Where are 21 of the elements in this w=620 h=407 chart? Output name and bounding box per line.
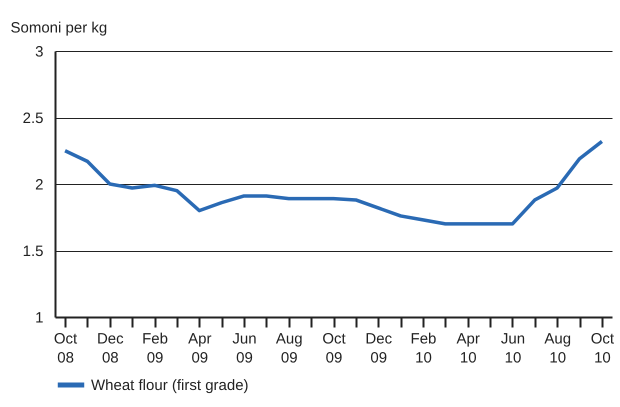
x-tick-label: Oct 08 [54, 330, 78, 366]
y-tick-label: 1.5 [22, 243, 44, 260]
x-tick-label: Aug 10 [544, 330, 572, 366]
line-series [63, 140, 604, 226]
y-tick-label: 3 [35, 44, 44, 60]
x-tick-label: Feb 10 [410, 330, 436, 366]
x-tick-label: Aug 09 [276, 330, 303, 366]
x-tick-label: Oct 10 [590, 330, 615, 366]
x-tick-label: Apr 09 [188, 330, 212, 366]
x-tick-label: Dec 09 [365, 330, 393, 366]
x-tick-label: Oct 09 [322, 330, 346, 366]
x-tick-label: Jun 10 [500, 330, 526, 366]
x-tick-label: Dec 08 [96, 330, 124, 366]
y-axis-title: Somoni per kg [10, 20, 108, 36]
y-tick-label: 2 [35, 176, 44, 194]
legend-label: Wheat flour (first grade) [91, 377, 249, 394]
x-tick-label: Jun 09 [232, 330, 257, 366]
x-tick-label: Feb 09 [142, 330, 168, 366]
y-tick-label: 1 [35, 310, 44, 326]
x-tick-label: Apr 10 [456, 330, 480, 366]
y-tick-label: 2.5 [22, 110, 44, 127]
